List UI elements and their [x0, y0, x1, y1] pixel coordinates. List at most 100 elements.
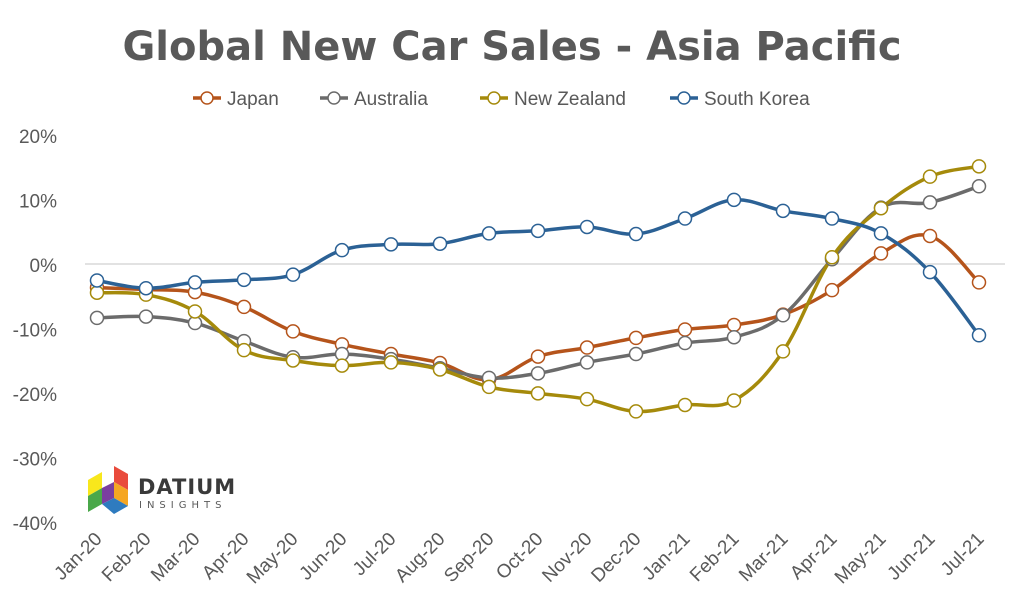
y-tick-label: -20% [13, 385, 57, 406]
data-point-japan [285, 324, 301, 339]
legend-label: New Zealand [514, 89, 626, 110]
data-point-south-korea [187, 275, 203, 290]
y-tick-label: -10% [13, 321, 57, 342]
y-tick-label: -30% [13, 450, 57, 471]
data-point-south-korea [383, 237, 399, 252]
data-point-japan [824, 282, 840, 298]
data-point-japan [530, 349, 546, 364]
data-point-new-zealand [971, 159, 987, 174]
x-tick-label: Mar-21 [735, 529, 792, 586]
datium-logo-mark [88, 466, 128, 514]
data-point-new-zealand [824, 250, 840, 265]
legend-swatch-marker [200, 91, 214, 105]
legend-label: Australia [354, 89, 428, 110]
x-tick-label: May-20 [243, 529, 303, 589]
data-point-south-korea [971, 328, 987, 343]
legend-item-south-korea: South Korea [670, 89, 810, 110]
data-point-new-zealand [89, 285, 105, 300]
x-tick-label: Mar-20 [147, 529, 204, 586]
data-point-south-korea [677, 211, 693, 226]
data-point-japan [971, 275, 987, 290]
y-tick-label: -40% [13, 514, 57, 535]
legend: Japan Australia New Zealand South Korea [193, 89, 810, 110]
marker-layer [89, 159, 987, 419]
data-point-australia [726, 329, 742, 345]
x-tick-label: Jun-20 [296, 529, 352, 585]
data-point-australia [530, 366, 546, 381]
data-point-new-zealand [530, 386, 546, 401]
data-point-new-zealand [775, 344, 791, 359]
data-point-new-zealand [677, 397, 693, 413]
data-point-south-korea [236, 272, 252, 288]
data-point-new-zealand [922, 169, 938, 184]
datium-logo: DATIUM INSIGHTS [88, 466, 236, 514]
x-tick-label: May-21 [831, 529, 891, 589]
x-tick-label: Jun-21 [884, 529, 940, 585]
legend-swatch-marker [327, 91, 341, 105]
x-tick-label: Sep-20 [440, 529, 498, 587]
data-point-japan [677, 322, 693, 337]
logo-subtitle: INSIGHTS [139, 500, 226, 511]
data-point-new-zealand [579, 391, 595, 407]
x-axis: Jan-20Feb-20Mar-20Apr-20May-20Jun-20Jul-… [51, 529, 989, 589]
data-point-new-zealand [481, 379, 497, 395]
data-point-new-zealand [873, 200, 889, 216]
legend-swatch-marker [677, 91, 691, 105]
logo-name: DATIUM [138, 475, 236, 499]
data-point-japan [922, 228, 938, 244]
data-point-new-zealand [187, 304, 203, 319]
data-point-japan [628, 330, 644, 346]
legend-item-australia: Australia [320, 89, 428, 110]
data-point-south-korea [775, 203, 791, 219]
data-point-south-korea [530, 223, 546, 239]
data-point-new-zealand [383, 355, 399, 370]
data-point-australia [89, 310, 105, 326]
x-tick-label: Jan-21 [639, 529, 695, 585]
x-tick-label: Oct-20 [492, 529, 547, 584]
x-tick-label: Nov-20 [538, 529, 596, 587]
legend-label: Japan [227, 89, 279, 110]
data-point-australia [922, 195, 938, 210]
data-point-south-korea [922, 264, 938, 280]
x-tick-label: Jul-21 [937, 529, 988, 580]
data-point-south-korea [628, 226, 644, 242]
data-point-south-korea [334, 242, 350, 258]
data-point-australia [138, 309, 154, 324]
series-line-south-korea [95, 198, 981, 338]
data-point-japan [579, 340, 595, 355]
data-point-australia [677, 335, 693, 351]
data-point-new-zealand [628, 404, 644, 419]
legend-item-japan: Japan [193, 89, 279, 110]
y-tick-label: 10% [19, 192, 57, 213]
data-point-south-korea [285, 267, 301, 282]
data-point-south-korea [89, 273, 105, 288]
data-point-japan [873, 246, 889, 261]
x-tick-label: Jan-20 [51, 529, 107, 585]
y-tick-label: 0% [30, 256, 58, 277]
data-point-japan [236, 299, 252, 315]
data-point-south-korea [138, 280, 154, 296]
data-point-australia [579, 355, 595, 370]
data-point-south-korea [481, 226, 497, 241]
legend-swatch-marker [487, 91, 501, 105]
data-point-south-korea [824, 211, 840, 226]
data-point-new-zealand [726, 393, 742, 408]
legend-item-new-zealand: New Zealand [480, 89, 626, 110]
data-point-australia [971, 179, 987, 194]
data-point-new-zealand [334, 358, 350, 373]
x-tick-label: Feb-20 [98, 529, 155, 586]
data-point-new-zealand [285, 353, 301, 368]
data-point-south-korea [432, 236, 448, 251]
data-point-south-korea [873, 226, 889, 241]
x-tick-label: Dec-20 [587, 529, 645, 587]
x-tick-label: Feb-21 [686, 529, 743, 586]
chart-title: Global New Car Sales - Asia Pacific [122, 24, 901, 70]
data-point-south-korea [579, 219, 595, 235]
y-axis: 20% 10% 0% -10% -20% -30% -40% [13, 127, 57, 535]
y-tick-label: 20% [19, 127, 57, 148]
legend-label: South Korea [704, 89, 810, 110]
data-point-new-zealand [432, 362, 448, 377]
data-point-australia [628, 346, 644, 362]
data-point-south-korea [726, 192, 742, 208]
